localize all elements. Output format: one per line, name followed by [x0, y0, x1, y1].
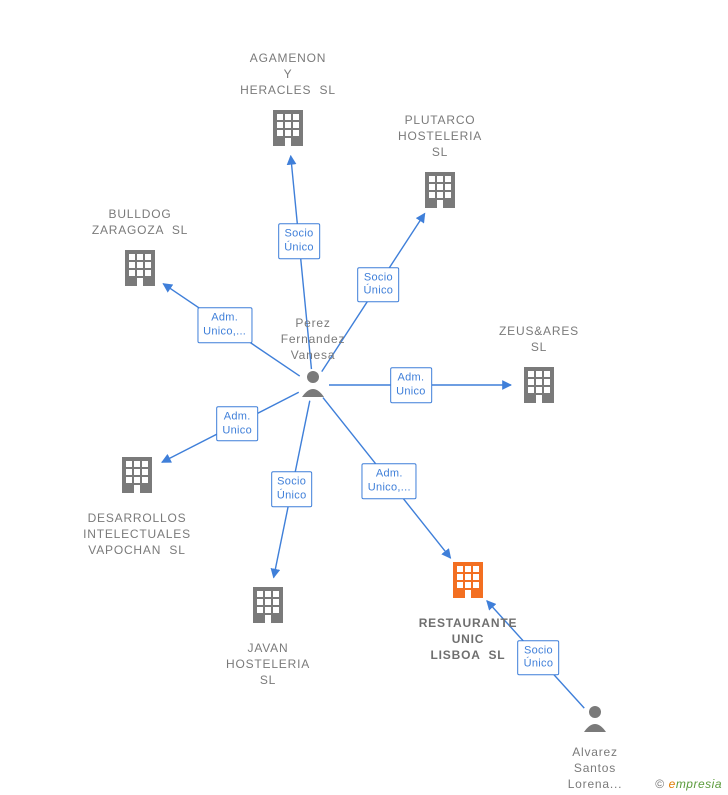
person-icon	[584, 706, 606, 732]
node-label-center: Perez Fernandez Vanesa	[243, 315, 383, 364]
watermark: © empresia	[655, 777, 722, 791]
node-label-zeus: ZEUS&ARES SL	[469, 323, 609, 355]
building-icon	[125, 250, 155, 286]
copyright-symbol: ©	[655, 777, 664, 791]
building-icon	[273, 110, 303, 146]
edge-label: Socio Único	[278, 223, 320, 259]
node-label-plutarco: PLUTARCO HOSTELERIA SL	[370, 112, 510, 161]
node-label-desarrollos: DESARROLLOS INTELECTUALES VAPOCHAN SL	[67, 510, 207, 559]
brand-initial: e	[669, 777, 676, 791]
graph-canvas	[0, 0, 728, 795]
building-icon	[253, 587, 283, 623]
node-label-alvarez: Alvarez Santos Lorena...	[525, 744, 665, 793]
building-icon	[524, 367, 554, 403]
edge-label: Adm. Unico	[390, 367, 432, 403]
brand-rest: mpresia	[676, 777, 722, 791]
edge-label: Socio Único	[271, 471, 313, 507]
node-label-bulldog: BULLDOG ZARAGOZA SL	[70, 206, 210, 238]
edge-label: Adm. Unico,...	[197, 307, 252, 343]
node-label-javan: JAVAN HOSTELERIA SL	[198, 640, 338, 689]
building-icon	[425, 172, 455, 208]
edge-label: Socio Único	[518, 640, 560, 676]
edge-label: Adm. Unico	[216, 406, 258, 442]
edge-label: Socio Único	[358, 267, 400, 303]
edge-label: Adm. Unico,...	[362, 463, 417, 499]
node-label-agamenon: AGAMENON Y HERACLES SL	[218, 50, 358, 99]
building-icon	[453, 562, 483, 598]
building-icon	[122, 457, 152, 493]
person-icon	[302, 371, 324, 397]
